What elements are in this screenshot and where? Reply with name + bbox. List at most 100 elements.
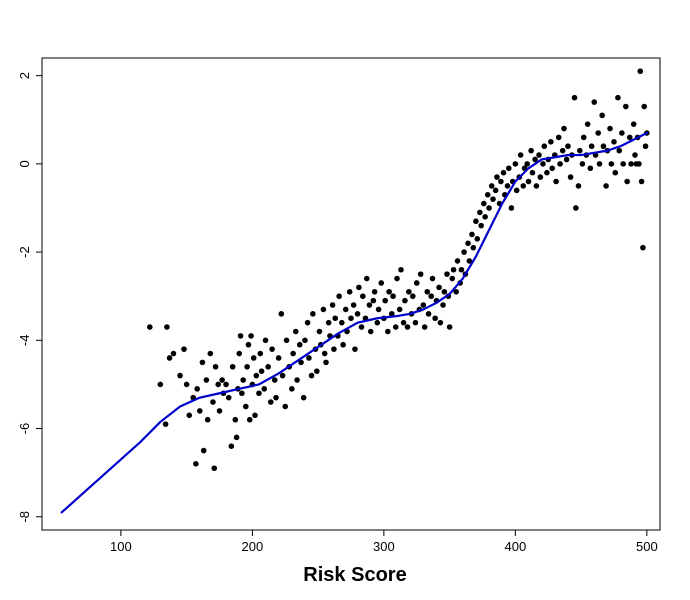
scatter-point <box>275 355 282 361</box>
scatter-point <box>269 346 275 352</box>
scatter-point <box>458 266 465 273</box>
scatter-point <box>232 416 239 423</box>
scatter-point <box>413 280 420 286</box>
scatter-point <box>565 143 571 150</box>
scatter-point <box>508 205 515 211</box>
scatter-point <box>520 183 527 189</box>
scatter-point <box>567 174 574 180</box>
scatter-point <box>616 147 623 154</box>
scatter-point <box>282 403 289 410</box>
scatter-point <box>412 319 419 326</box>
scatter-point <box>466 258 473 264</box>
scatter-point <box>571 94 578 101</box>
scatter-point <box>147 324 153 330</box>
scatter-point <box>261 386 268 392</box>
scatter-point <box>453 288 459 295</box>
scatter-point <box>250 355 257 361</box>
scatter-point <box>244 363 250 370</box>
scatter-point <box>580 134 587 141</box>
scatter-point <box>339 319 345 326</box>
scatter-point <box>382 297 388 304</box>
scatter-point <box>512 161 519 167</box>
scatter-point <box>513 187 520 194</box>
scatter-point <box>528 147 534 154</box>
scatter-point <box>321 350 328 357</box>
scatter-point <box>320 306 327 313</box>
scatter-point <box>219 377 225 383</box>
scatter-point <box>356 284 362 291</box>
scatter-point <box>553 178 559 185</box>
scatter-point <box>446 324 453 330</box>
scatter-point <box>204 416 211 423</box>
scatter-point <box>563 156 570 163</box>
scatter-point <box>196 408 203 414</box>
scatter-point <box>505 165 512 172</box>
scatter-point <box>611 139 617 145</box>
scatter-point <box>336 293 342 300</box>
scatter-point <box>640 244 646 251</box>
scatter-point <box>392 324 399 330</box>
scatter-point <box>283 337 290 344</box>
scatter-point <box>441 288 448 295</box>
scatter-point <box>474 236 481 242</box>
scatter-point <box>424 288 431 295</box>
scatter-point <box>429 275 436 282</box>
scatter-point <box>436 284 442 291</box>
scatter-point <box>325 319 332 326</box>
scatter-point <box>637 68 644 75</box>
scatter-point <box>340 341 346 348</box>
scatter-point <box>289 386 295 392</box>
scatter-point <box>524 161 530 167</box>
scatter-point <box>350 302 357 308</box>
scatter-point <box>267 399 274 405</box>
scatter-point <box>212 363 219 370</box>
scatter-point <box>378 280 385 286</box>
scatter-point <box>352 346 358 352</box>
scatter-point <box>557 161 563 167</box>
scatter-point <box>245 341 252 348</box>
scatter-point <box>620 161 626 167</box>
scatter-point <box>417 271 424 277</box>
scatter-point <box>225 394 232 401</box>
y-tick-label: -6 <box>17 423 32 435</box>
scatter-point <box>363 275 370 282</box>
scatter-point <box>461 249 467 255</box>
scatter-point <box>394 275 400 282</box>
scatter-point <box>370 297 377 304</box>
scatter-point <box>279 372 286 379</box>
scatter-point <box>623 103 629 110</box>
scatter-point <box>237 333 244 339</box>
scatter-point <box>548 139 554 145</box>
scatter-point <box>183 381 190 388</box>
scatter-point <box>329 302 336 308</box>
scatter-point <box>628 161 634 167</box>
scatter-point <box>642 143 649 150</box>
scatter-point <box>177 372 183 379</box>
scatter-point <box>367 328 374 335</box>
scatter-point <box>265 363 271 370</box>
scatter-point <box>248 333 254 339</box>
scatter-point <box>619 130 625 136</box>
scatter-point <box>396 306 403 313</box>
scatter-point <box>549 165 555 172</box>
scatter-point <box>342 306 349 313</box>
scatter-point <box>532 156 538 163</box>
scatter-point <box>203 377 210 383</box>
scatter-point <box>186 412 193 419</box>
scatter-point <box>588 143 595 150</box>
scatter-point <box>164 324 170 330</box>
scatter-point <box>573 205 579 211</box>
scatter-point <box>632 152 638 158</box>
scatter-point <box>482 214 488 220</box>
scatter-point <box>481 200 487 207</box>
scatter-point <box>449 275 456 282</box>
scatter-point <box>469 231 475 238</box>
scatter-point <box>420 302 427 308</box>
scatter-point <box>599 112 605 119</box>
scatter-point <box>323 359 329 366</box>
scatter-point <box>398 266 404 273</box>
smooth-fit-curve <box>60 131 648 514</box>
scatter-point <box>207 350 214 357</box>
scatter-point <box>388 311 395 317</box>
